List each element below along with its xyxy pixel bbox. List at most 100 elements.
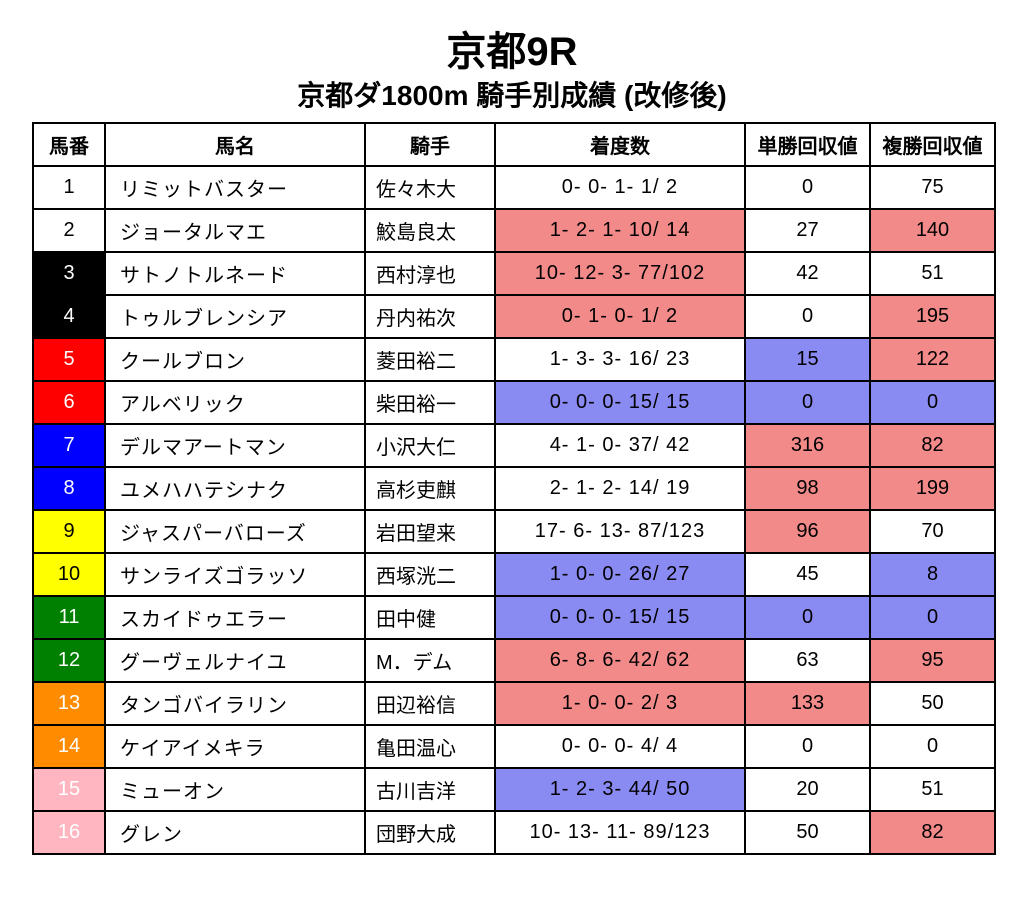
jockey-name-cell: 鮫島良太 bbox=[365, 209, 495, 252]
place-return-cell: 51 bbox=[870, 768, 995, 811]
record-cell: 0- 0- 0- 15/ 15 bbox=[495, 381, 745, 424]
horse-name-cell: トゥルブレンシア bbox=[105, 295, 365, 338]
win-return-cell: 96 bbox=[745, 510, 870, 553]
win-return-cell: 27 bbox=[745, 209, 870, 252]
record-cell: 0- 0- 1- 1/ 2 bbox=[495, 166, 745, 209]
horse-number-cell: 12 bbox=[33, 639, 105, 682]
table-row: 8ユメハハテシナク高杉吏麒2- 1- 2- 14/ 1998199 bbox=[33, 467, 995, 510]
win-return-cell: 0 bbox=[745, 295, 870, 338]
place-return-cell: 0 bbox=[870, 381, 995, 424]
horse-number-cell: 2 bbox=[33, 209, 105, 252]
record-cell: 4- 1- 0- 37/ 42 bbox=[495, 424, 745, 467]
col-header-place: 複勝回収値 bbox=[870, 123, 995, 166]
jockey-name-cell: M．デム bbox=[365, 639, 495, 682]
table-row: 9ジャスパーバローズ岩田望来17- 6- 13- 87/1239670 bbox=[33, 510, 995, 553]
horse-number-cell: 4 bbox=[33, 295, 105, 338]
place-return-cell: 70 bbox=[870, 510, 995, 553]
col-header-jockey: 騎手 bbox=[365, 123, 495, 166]
jockey-name-cell: 菱田裕二 bbox=[365, 338, 495, 381]
table-row: 11スカイドゥエラー田中健0- 0- 0- 15/ 1500 bbox=[33, 596, 995, 639]
table-row: 13タンゴバイラリン田辺裕信1- 0- 0- 2/ 313350 bbox=[33, 682, 995, 725]
place-return-cell: 82 bbox=[870, 424, 995, 467]
table-row: 6アルベリック柴田裕一0- 0- 0- 15/ 1500 bbox=[33, 381, 995, 424]
col-header-num: 馬番 bbox=[33, 123, 105, 166]
record-cell: 0- 0- 0- 4/ 4 bbox=[495, 725, 745, 768]
table-row: 7デルマアートマン小沢大仁4- 1- 0- 37/ 4231682 bbox=[33, 424, 995, 467]
race-table-container: 京都9R 京都ダ1800m 騎手別成績 (改修後) 馬番 馬名 騎手 着度数 単… bbox=[32, 30, 992, 855]
table-row: 1リミットバスター佐々木大0- 0- 1- 1/ 2075 bbox=[33, 166, 995, 209]
place-return-cell: 0 bbox=[870, 725, 995, 768]
record-cell: 1- 0- 0- 26/ 27 bbox=[495, 553, 745, 596]
place-return-cell: 122 bbox=[870, 338, 995, 381]
record-cell: 0- 1- 0- 1/ 2 bbox=[495, 295, 745, 338]
place-return-cell: 195 bbox=[870, 295, 995, 338]
place-return-cell: 140 bbox=[870, 209, 995, 252]
win-return-cell: 63 bbox=[745, 639, 870, 682]
horse-number-cell: 1 bbox=[33, 166, 105, 209]
horse-number-cell: 5 bbox=[33, 338, 105, 381]
place-return-cell: 75 bbox=[870, 166, 995, 209]
table-row: 12グーヴェルナイユM．デム6- 8- 6- 42/ 626395 bbox=[33, 639, 995, 682]
table-row: 14ケイアイメキラ亀田温心0- 0- 0- 4/ 400 bbox=[33, 725, 995, 768]
place-return-cell: 82 bbox=[870, 811, 995, 854]
jockey-name-cell: 西村淳也 bbox=[365, 252, 495, 295]
horse-name-cell: リミットバスター bbox=[105, 166, 365, 209]
horse-number-cell: 10 bbox=[33, 553, 105, 596]
horse-number-cell: 11 bbox=[33, 596, 105, 639]
table-row: 5クールブロン菱田裕二1- 3- 3- 16/ 2315122 bbox=[33, 338, 995, 381]
horse-number-cell: 7 bbox=[33, 424, 105, 467]
win-return-cell: 0 bbox=[745, 381, 870, 424]
win-return-cell: 0 bbox=[745, 596, 870, 639]
place-return-cell: 51 bbox=[870, 252, 995, 295]
horse-name-cell: グーヴェルナイユ bbox=[105, 639, 365, 682]
win-return-cell: 316 bbox=[745, 424, 870, 467]
horse-name-cell: グレン bbox=[105, 811, 365, 854]
horse-name-cell: ジャスパーバローズ bbox=[105, 510, 365, 553]
jockey-name-cell: 丹内祐次 bbox=[365, 295, 495, 338]
jockey-name-cell: 高杉吏麒 bbox=[365, 467, 495, 510]
win-return-cell: 20 bbox=[745, 768, 870, 811]
horse-name-cell: サンライズゴラッソ bbox=[105, 553, 365, 596]
horse-name-cell: アルベリック bbox=[105, 381, 365, 424]
table-row: 3サトノトルネード西村淳也10- 12- 3- 77/1024251 bbox=[33, 252, 995, 295]
record-cell: 10- 13- 11- 89/123 bbox=[495, 811, 745, 854]
horse-name-cell: クールブロン bbox=[105, 338, 365, 381]
horse-number-cell: 15 bbox=[33, 768, 105, 811]
table-row: 16グレン団野大成10- 13- 11- 89/1235082 bbox=[33, 811, 995, 854]
race-subtitle: 京都ダ1800m 騎手別成績 (改修後) bbox=[32, 74, 992, 114]
col-header-win: 単勝回収値 bbox=[745, 123, 870, 166]
col-header-name: 馬名 bbox=[105, 123, 365, 166]
jockey-name-cell: 岩田望来 bbox=[365, 510, 495, 553]
win-return-cell: 98 bbox=[745, 467, 870, 510]
jockey-name-cell: 佐々木大 bbox=[365, 166, 495, 209]
table-row: 2ジョータルマエ鮫島良太1- 2- 1- 10/ 1427140 bbox=[33, 209, 995, 252]
record-cell: 1- 2- 1- 10/ 14 bbox=[495, 209, 745, 252]
place-return-cell: 0 bbox=[870, 596, 995, 639]
win-return-cell: 42 bbox=[745, 252, 870, 295]
record-cell: 0- 0- 0- 15/ 15 bbox=[495, 596, 745, 639]
table-header-row: 馬番 馬名 騎手 着度数 単勝回収値 複勝回収値 bbox=[33, 123, 995, 166]
table-row: 10サンライズゴラッソ西塚洸二1- 0- 0- 26/ 27458 bbox=[33, 553, 995, 596]
jockey-name-cell: 田中健 bbox=[365, 596, 495, 639]
win-return-cell: 0 bbox=[745, 725, 870, 768]
place-return-cell: 95 bbox=[870, 639, 995, 682]
horse-number-cell: 16 bbox=[33, 811, 105, 854]
jockey-name-cell: 古川吉洋 bbox=[365, 768, 495, 811]
win-return-cell: 45 bbox=[745, 553, 870, 596]
jockey-name-cell: 亀田温心 bbox=[365, 725, 495, 768]
table-row: 15ミューオン古川吉洋1- 2- 3- 44/ 502051 bbox=[33, 768, 995, 811]
record-cell: 1- 0- 0- 2/ 3 bbox=[495, 682, 745, 725]
record-cell: 2- 1- 2- 14/ 19 bbox=[495, 467, 745, 510]
jockey-name-cell: 小沢大仁 bbox=[365, 424, 495, 467]
horse-name-cell: ユメハハテシナク bbox=[105, 467, 365, 510]
horse-number-cell: 6 bbox=[33, 381, 105, 424]
place-return-cell: 8 bbox=[870, 553, 995, 596]
horse-name-cell: スカイドゥエラー bbox=[105, 596, 365, 639]
horse-name-cell: ミューオン bbox=[105, 768, 365, 811]
win-return-cell: 0 bbox=[745, 166, 870, 209]
table-row: 4トゥルブレンシア丹内祐次0- 1- 0- 1/ 20195 bbox=[33, 295, 995, 338]
place-return-cell: 199 bbox=[870, 467, 995, 510]
col-header-record: 着度数 bbox=[495, 123, 745, 166]
record-cell: 1- 2- 3- 44/ 50 bbox=[495, 768, 745, 811]
win-return-cell: 15 bbox=[745, 338, 870, 381]
